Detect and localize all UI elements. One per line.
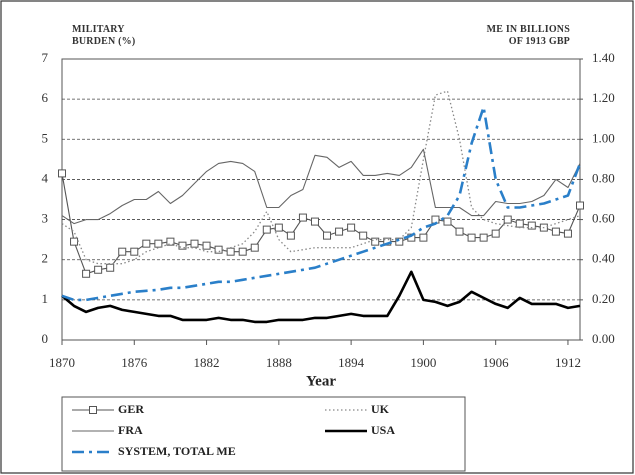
y2-tick-label: 1.20 — [592, 90, 615, 105]
y-tick-label: 2 — [42, 251, 49, 266]
marker — [142, 239, 151, 248]
marker — [178, 241, 187, 250]
marker — [82, 269, 91, 278]
marker — [347, 223, 356, 232]
marker — [58, 169, 66, 178]
x-tick-label: 1894 — [338, 355, 365, 370]
y-tick-label: 3 — [42, 211, 49, 226]
marker — [94, 265, 103, 274]
y-axis-title: MILITARY BURDEN (%) — [72, 24, 136, 47]
y-tick-label: 5 — [42, 130, 49, 145]
legend-marker — [89, 406, 97, 414]
series-line — [61, 270, 581, 324]
y-tick-label: 7 — [42, 50, 49, 65]
x-tick-label: 1882 — [194, 355, 220, 370]
legend-label: USA — [371, 423, 395, 437]
marker — [467, 233, 476, 242]
marker — [286, 231, 295, 240]
y2-tick-label: 0.60 — [592, 211, 615, 226]
legend-box — [61, 396, 466, 472]
marker — [395, 237, 404, 246]
marker — [479, 233, 488, 242]
marker — [190, 239, 199, 248]
marker — [527, 221, 536, 230]
marker — [298, 213, 307, 222]
x-tick-label: 1876 — [121, 355, 148, 370]
marker — [226, 247, 235, 256]
series-line — [61, 90, 581, 265]
series-line — [61, 148, 581, 225]
marker — [551, 227, 560, 236]
series-line — [61, 173, 581, 275]
marker — [371, 237, 380, 246]
x-axis-title: Year — [306, 373, 336, 389]
legend-label: GER — [118, 402, 144, 416]
legend-label: FRA — [118, 423, 143, 437]
y2-tick-label: 0.80 — [592, 170, 615, 185]
y2-axis-title: ME IN BILLIONS OF 1913 GBP — [486, 24, 570, 47]
marker — [262, 225, 271, 234]
y-tick-label: 4 — [42, 170, 49, 185]
y2-tick-label: 1.40 — [592, 50, 615, 65]
marker — [214, 245, 223, 254]
marker — [166, 237, 175, 246]
marker — [491, 229, 500, 238]
marker — [455, 227, 464, 236]
y2-tick-label: 0.00 — [592, 331, 615, 346]
y2-tick-label: 0.20 — [592, 291, 615, 306]
marker — [335, 227, 344, 236]
legend-label: UK — [371, 402, 390, 416]
y2-tick-label: 1.00 — [592, 130, 615, 145]
legend-label: SYSTEM, TOTAL ME — [118, 444, 236, 458]
y-tick-label: 1 — [42, 291, 49, 306]
y-tick-label: 6 — [42, 90, 49, 105]
x-tick-label: 1870 — [49, 355, 75, 370]
y2-tick-label: 0.40 — [592, 251, 615, 266]
x-tick-label: 1906 — [483, 355, 510, 370]
marker — [154, 239, 163, 248]
marker — [419, 233, 428, 242]
marker — [238, 247, 247, 256]
x-tick-label: 1900 — [410, 355, 436, 370]
series-line — [61, 105, 582, 302]
marker — [515, 219, 524, 228]
marker — [70, 237, 79, 246]
marker — [310, 217, 319, 226]
marker — [106, 263, 115, 272]
marker — [576, 201, 584, 210]
marker — [443, 217, 452, 226]
marker — [563, 229, 572, 238]
marker — [323, 231, 332, 240]
marker — [359, 231, 368, 240]
y-tick-label: 0 — [42, 331, 49, 346]
marker — [503, 215, 512, 224]
marker — [274, 223, 283, 232]
x-tick-label: 1912 — [555, 355, 581, 370]
marker — [118, 247, 127, 256]
x-tick-label: 1888 — [266, 355, 292, 370]
marker — [130, 247, 139, 256]
marker — [250, 243, 259, 252]
plot-frame — [61, 58, 581, 341]
marker — [202, 241, 211, 250]
